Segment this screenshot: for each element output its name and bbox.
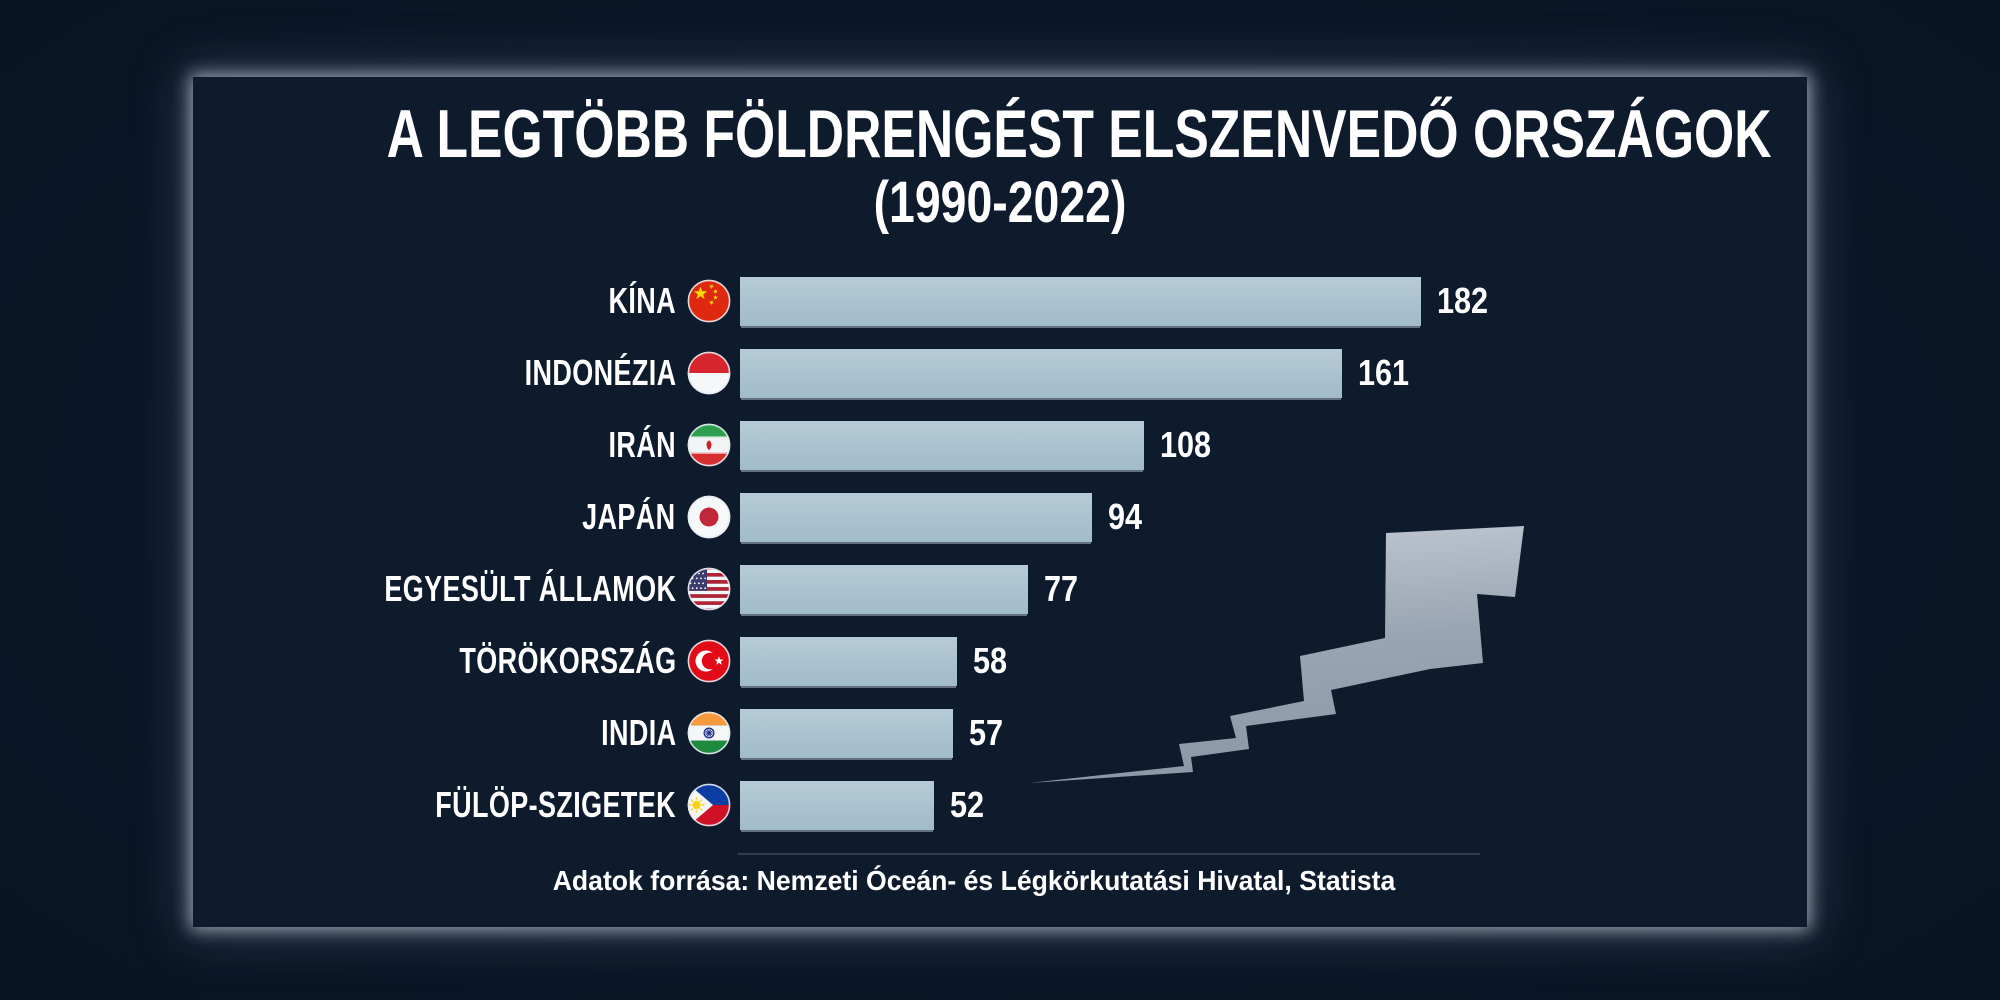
value-label: 57 bbox=[969, 712, 1004, 753]
country-label: TÖRÖKORSZÁG bbox=[458, 640, 676, 681]
country-label: EGYESÜLT ÁLLAMOK bbox=[384, 568, 676, 609]
source-note: Adatok forrása: Nemzeti Óceán- és Légkör… bbox=[552, 865, 1396, 896]
seismic-crack-graphic bbox=[1029, 526, 1524, 783]
crack-polygon bbox=[1029, 526, 1524, 783]
country-label: IRÁN bbox=[608, 424, 676, 465]
indonesia-flag-icon bbox=[686, 350, 732, 396]
turkey-flag-icon bbox=[686, 638, 732, 684]
bar-row: INDIA 57 bbox=[193, 697, 1807, 769]
country-label: FÜLÖP-SZIGETEK bbox=[435, 784, 676, 825]
country-label: INDONÉZIA bbox=[524, 352, 676, 393]
bar-row: FÜLÖP-SZIGETEK 52 bbox=[193, 769, 1807, 841]
chart-panel: A LEGTÖBB FÖLDRENGÉST ELSZENVEDŐ ORSZÁGO… bbox=[193, 77, 1807, 927]
country-label: KÍNA bbox=[608, 280, 676, 321]
bar bbox=[740, 348, 1342, 398]
bar bbox=[740, 564, 1028, 614]
bar-row: INDONÉZIA 161 bbox=[193, 337, 1807, 409]
value-label: 58 bbox=[973, 640, 1008, 681]
baseline bbox=[738, 853, 1480, 855]
philippines-flag-icon bbox=[686, 782, 732, 828]
india-flag-icon bbox=[686, 710, 732, 756]
iran-flag-icon bbox=[686, 422, 732, 468]
bar bbox=[740, 780, 934, 830]
bar bbox=[740, 636, 957, 686]
bar bbox=[740, 420, 1144, 470]
value-label: 77 bbox=[1044, 568, 1079, 609]
value-label: 94 bbox=[1108, 496, 1143, 537]
japan-flag-icon bbox=[686, 494, 732, 540]
value-label: 182 bbox=[1437, 280, 1489, 321]
chart-title: A LEGTÖBB FÖLDRENGÉST ELSZENVEDŐ ORSZÁGO… bbox=[386, 96, 1772, 172]
bar-row: KÍNA 182 bbox=[193, 265, 1807, 337]
bar bbox=[740, 276, 1421, 326]
bar bbox=[740, 708, 953, 758]
bar-chart: KÍNA 182 INDONÉZIA 161 IRÁN 108 JAPÁN 94 EGY… bbox=[193, 265, 1807, 841]
bar-row: TÖRÖKORSZÁG 58 bbox=[193, 625, 1807, 697]
country-label: JAPÁN bbox=[582, 496, 676, 537]
value-label: 52 bbox=[950, 784, 985, 825]
value-label: 108 bbox=[1160, 424, 1212, 465]
country-label: INDIA bbox=[600, 712, 676, 753]
usa-flag-icon bbox=[686, 566, 732, 612]
bar-row: JAPÁN 94 bbox=[193, 481, 1807, 553]
bar-row: EGYESÜLT ÁLLAMOK 77 bbox=[193, 553, 1807, 625]
value-label: 161 bbox=[1358, 352, 1410, 393]
bar-row: IRÁN 108 bbox=[193, 409, 1807, 481]
bar bbox=[740, 492, 1092, 542]
china-flag-icon bbox=[686, 278, 732, 324]
chart-subtitle: (1990-2022) bbox=[873, 170, 1127, 235]
